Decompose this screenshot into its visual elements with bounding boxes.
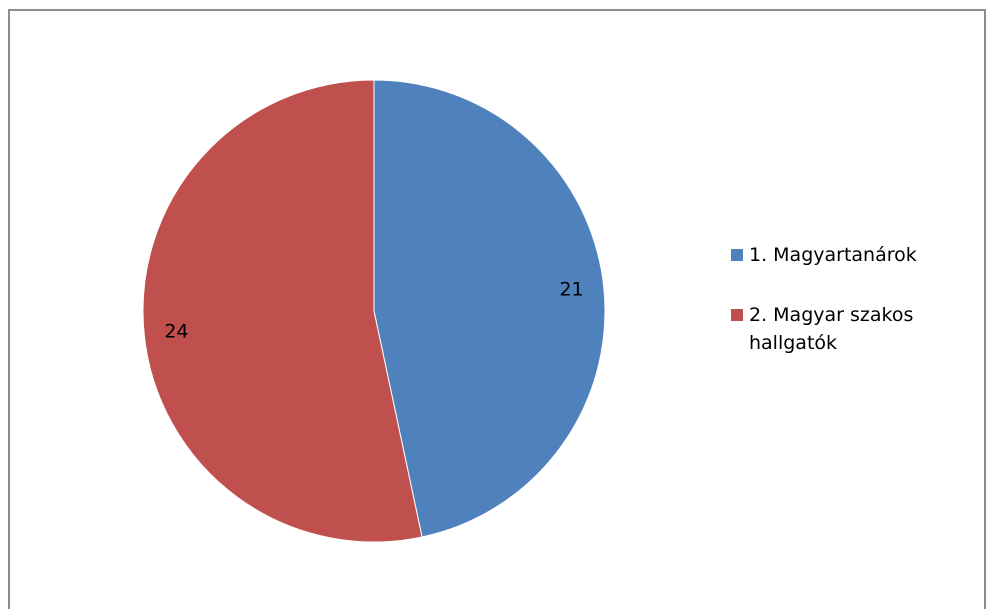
legend-swatch-red [731,309,743,321]
pie-slice-1 [373,79,606,538]
data-label-2: 24 [164,320,188,342]
legend-item-magyartanarok: 1. Magyartanárok [731,241,971,269]
legend-item-magyar-szakos-hallgatok: 2. Magyar szakos hallgatók [731,301,971,357]
pie-slice-2 [142,79,423,543]
data-label-1: 21 [559,279,583,301]
legend-swatch-blue [731,249,743,261]
legend: 1. Magyartanárok 2. Magyar szakos hallga… [731,241,971,357]
legend-label: 2. Magyar szakos hallgatók [749,304,914,354]
legend-label: 1. Magyartanárok [749,244,917,266]
